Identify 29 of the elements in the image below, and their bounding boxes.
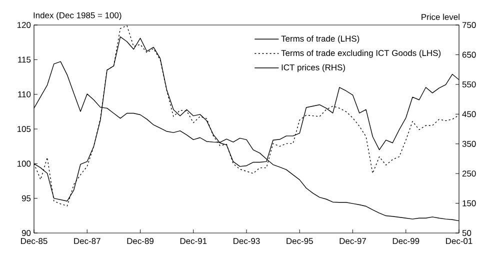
x-tick-label: Dec-95 (286, 238, 313, 244)
x-tick-label: Dec-93 (234, 238, 260, 244)
x-tick-label: Dec-91 (180, 238, 207, 244)
y2-tick-label: 750 (462, 22, 476, 28)
x-tick-label: Dec-01 (446, 238, 472, 244)
legend-label: ICT prices (RHS) (282, 64, 345, 72)
y2-tick-label: 50 (462, 230, 472, 236)
y-tick-label: 90 (22, 230, 31, 236)
y-axis-title: Index (Dec 1985 = 100) (34, 12, 122, 20)
y-tick-label: 100 (17, 160, 31, 167)
y2-tick-label: 450 (462, 111, 476, 118)
x-tick-label: Dec-87 (74, 238, 100, 244)
x-tick-label: Dec-97 (340, 238, 366, 244)
x-tick-label: Dec-89 (127, 238, 154, 244)
y-tick-label: 105 (17, 126, 31, 132)
y2-tick-label: 350 (462, 140, 476, 147)
x-tick-label: Dec-85 (21, 238, 48, 244)
y-tick-label: 95 (22, 195, 31, 202)
y2-tick-label: 550 (462, 81, 476, 88)
y2-axis-title: Price level (422, 14, 460, 20)
y2-tick-label: 250 (462, 170, 476, 177)
y-tick-label: 120 (17, 22, 31, 28)
y-tick-label: 115 (18, 56, 31, 63)
x-tick-label: Dec-99 (392, 238, 420, 244)
legend-label: Terms of trade excluding ICT Goods (LHS) (281, 50, 441, 58)
legend-label: Terms of trade (LHS) (281, 35, 360, 44)
y2-tick-label: 150 (462, 200, 476, 206)
y2-tick-label: 650 (462, 52, 476, 58)
y-tick-label: 110 (18, 91, 31, 98)
